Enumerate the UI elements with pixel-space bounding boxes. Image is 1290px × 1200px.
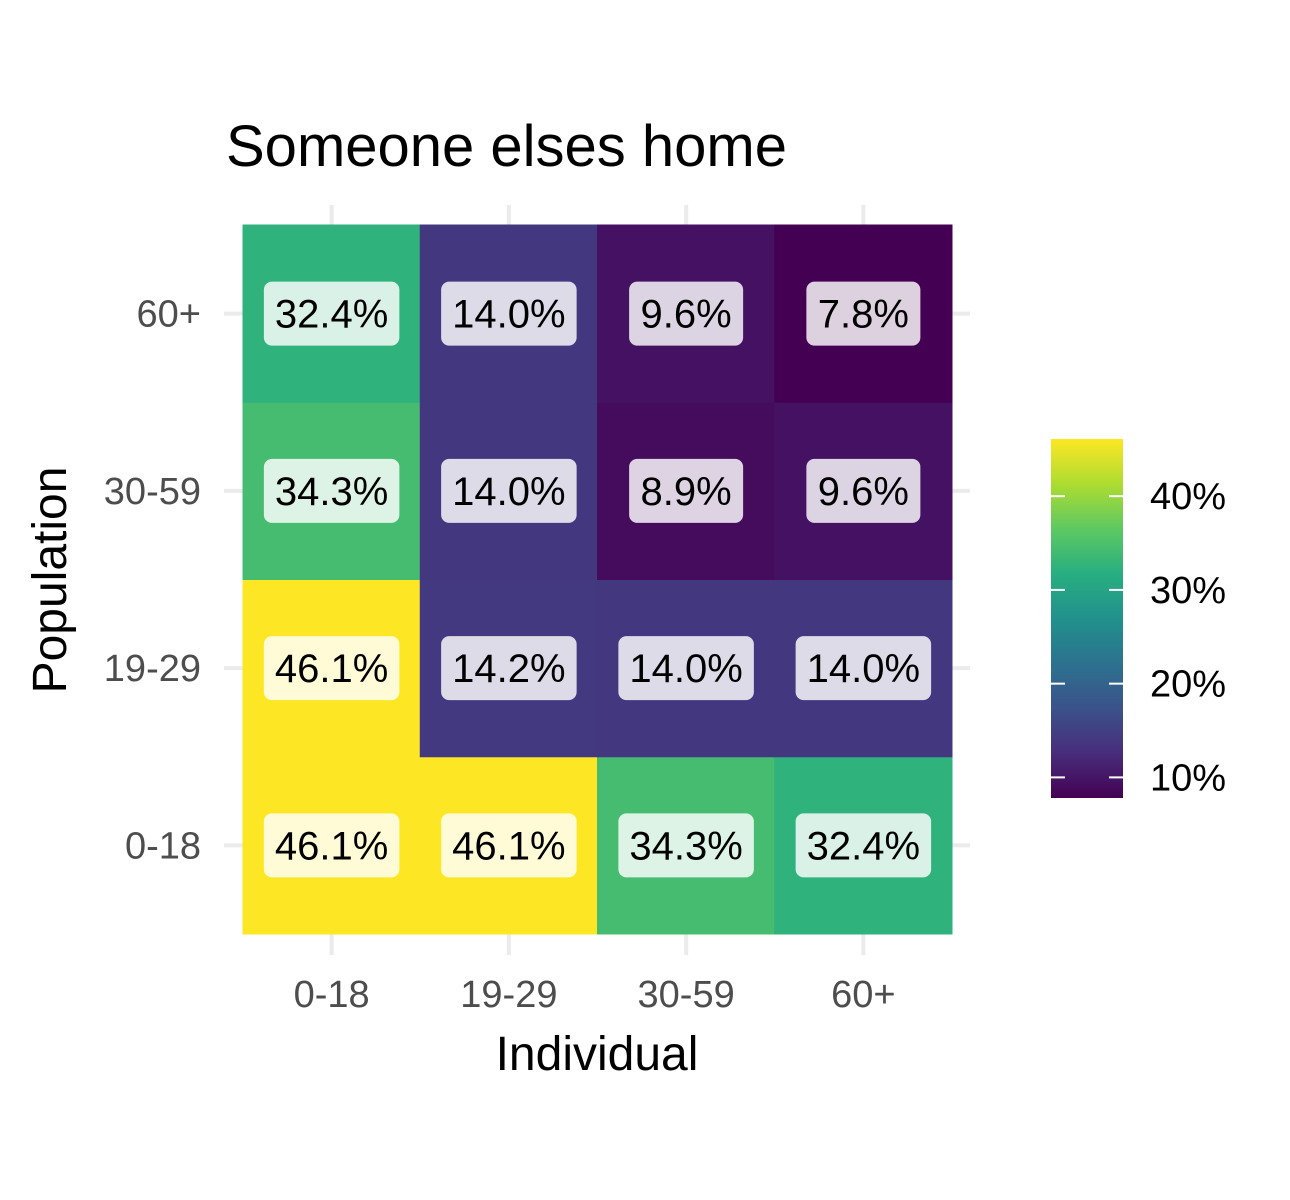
cell-label: 14.0% <box>452 293 565 337</box>
cell-label-box <box>618 636 754 701</box>
cell-label: 46.1% <box>275 647 388 691</box>
chart-title: Someone elses home <box>226 114 787 179</box>
cell-label: 14.0% <box>629 647 742 691</box>
legend-tick-label: 20% <box>1150 664 1226 706</box>
cell-label-box <box>263 281 400 346</box>
cell-label-box <box>263 813 400 878</box>
cell-label: 34.3% <box>275 470 388 514</box>
cell-label: 8.9% <box>641 470 732 514</box>
color-legend: 10% 20% 30% 40% <box>1051 439 1226 799</box>
legend-tick-label: 40% <box>1150 476 1226 518</box>
cell-label-box <box>263 636 400 701</box>
x-tick-label: 19-29 <box>460 974 557 1016</box>
legend-colorbar <box>1051 439 1123 798</box>
heatmap-cell-labels: 46.1% 46.1% 34.3% 32.4% 46.1% 14.2% 14.0% 14.0%… <box>263 281 932 878</box>
cell-label-box <box>806 281 921 346</box>
x-tick-label: 30-59 <box>638 974 735 1016</box>
y-tick-label: 19-29 <box>104 648 201 690</box>
x-axis-title: Individual <box>496 1028 699 1081</box>
cell-label-box <box>795 636 932 701</box>
x-tick-label: 0-18 <box>294 974 370 1016</box>
cell-label-box <box>629 281 744 346</box>
cell-label: 14.2% <box>452 647 565 691</box>
y-tick-label: 0-18 <box>125 825 201 867</box>
cell-label-box <box>629 458 744 523</box>
cell-label: 9.6% <box>641 293 732 337</box>
cell-label: 14.0% <box>807 647 920 691</box>
legend-tick-label: 10% <box>1150 757 1226 799</box>
cell-label: 14.0% <box>452 470 565 514</box>
cell-label: 34.3% <box>629 824 742 868</box>
cell-label: 32.4% <box>807 824 920 868</box>
cell-label-box <box>618 813 754 878</box>
y-tick-label: 30-59 <box>104 471 201 513</box>
cell-label: 9.6% <box>818 470 909 514</box>
y-axis-title: Population <box>24 467 77 694</box>
cell-label-box <box>795 813 932 878</box>
cell-label: 32.4% <box>275 293 388 337</box>
x-tick-label: 60+ <box>831 974 895 1016</box>
cell-label: 46.1% <box>452 824 565 868</box>
legend-tick-label: 30% <box>1150 570 1226 612</box>
cell-label-box <box>806 458 921 523</box>
y-axis-ticks: 0-18 19-29 30-59 60+ <box>104 294 201 868</box>
cell-label-box <box>441 281 577 346</box>
cell-label: 7.8% <box>818 293 909 337</box>
cell-label-box <box>441 813 577 878</box>
cell-label-box <box>263 458 400 523</box>
y-tick-label: 60+ <box>137 294 201 336</box>
cell-label-box <box>441 636 577 701</box>
cell-label-box <box>441 458 577 523</box>
legend-ticks: 10% 20% 30% 40% <box>1051 476 1226 799</box>
x-axis-ticks: 0-18 19-29 30-59 60+ <box>294 974 896 1016</box>
cell-label: 46.1% <box>275 824 388 868</box>
